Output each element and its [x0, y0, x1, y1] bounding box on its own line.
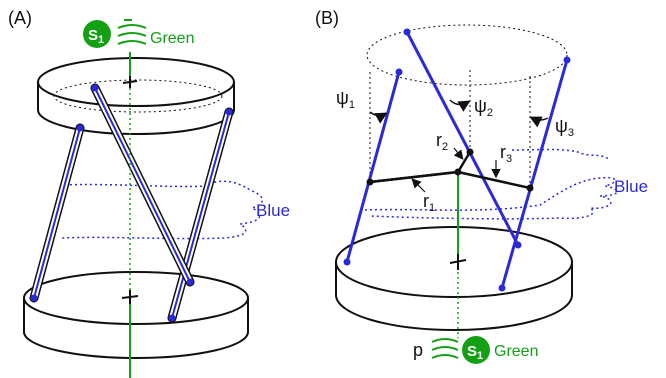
panel-b-node: [526, 184, 534, 192]
panel-b-node: [403, 28, 411, 36]
panel-b-strut-2: [405, 31, 520, 246]
panel-a-node: [91, 84, 99, 92]
panel-b-p-label: p: [413, 340, 423, 360]
panel-b-label: (B): [315, 8, 339, 28]
panel-b-node: [563, 56, 571, 64]
panel-a-node: [225, 108, 233, 116]
panel-b-bottom-disc: [335, 226, 573, 331]
panel-b-psi1-label: ψ1: [336, 88, 355, 111]
panel-a-top-disc: [37, 57, 235, 135]
panel-b-psi2-label: ψ2: [474, 96, 493, 119]
panel-b-node: [466, 148, 474, 156]
panel-b-r1-line: [369, 170, 459, 184]
panel-a-node: [168, 314, 176, 322]
svg-text:S1: S1: [467, 343, 483, 362]
panel-b-node: [514, 241, 522, 249]
panel-a-green-label: Green: [150, 30, 194, 47]
panel-b-strut-3: [500, 59, 569, 289]
panel-a-node: [186, 278, 194, 286]
panel-a-strut-2: [167, 107, 234, 323]
panel-a-strut-1: [29, 123, 85, 303]
panel-b-r1-label: r1: [423, 191, 435, 214]
panel-a: S1 Green (A) Blue: [8, 8, 290, 378]
panel-b-node: [366, 178, 374, 186]
panel-a-top-center-mark: [122, 76, 138, 88]
panel-b-blue-curve-top: [511, 148, 611, 161]
panel-a-bottom-center-mark: [121, 290, 139, 304]
panel-a-s1-badge: S1: [83, 20, 111, 48]
panel-b-r3-label: r3: [500, 142, 512, 165]
panel-b-node: [498, 284, 506, 292]
panel-a-bottom-disc: [23, 271, 249, 359]
panel-a-node: [30, 294, 38, 302]
rotation-arrow-icon: [117, 19, 147, 45]
panel-b-psi3-arc: [529, 116, 549, 128]
panel-b-green-label: Green: [494, 343, 538, 360]
panel-b-center-mark: [449, 254, 467, 270]
panel-b-r2-label: r2: [436, 130, 448, 153]
panel-b-node: [395, 68, 403, 76]
panel-b: (B) ψ1 ψ2 ψ3 r1 r2 r3 Blue p S1 Green: [315, 8, 648, 364]
panel-b-blue-label: Blue: [614, 177, 648, 196]
panel-a-blue-label: Blue: [256, 201, 290, 220]
svg-text:S1: S1: [88, 27, 104, 46]
panel-b-psi2-arc: [449, 99, 471, 112]
panel-b-strut-1: [345, 71, 401, 263]
panel-b-node: [454, 168, 462, 176]
panel-b-psi3-label: ψ3: [555, 116, 574, 139]
panel-b-s1-badge: S1: [462, 336, 490, 364]
panel-b-blue-curve: [364, 176, 618, 220]
panel-b-top-ellipse: [366, 24, 568, 86]
panel-b-r2-pointer: [453, 147, 464, 160]
panel-b-node: [343, 258, 351, 266]
rotation-arrow-icon: [431, 338, 459, 359]
panel-a-strut-3: [90, 83, 195, 287]
panel-a-label: (A): [8, 8, 32, 28]
panel-b-r1-pointer: [411, 178, 426, 193]
panel-b-psi1-arc: [369, 111, 388, 124]
panel-a-node: [76, 124, 84, 132]
